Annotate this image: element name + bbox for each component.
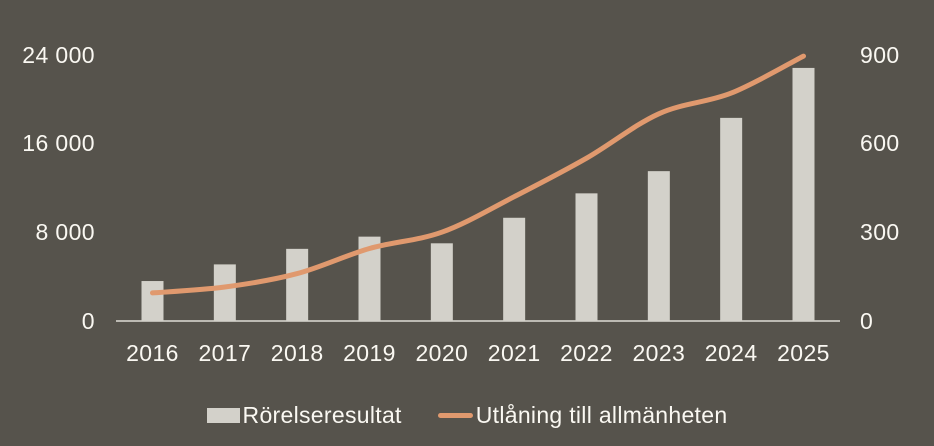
bar-2016 bbox=[141, 281, 164, 321]
x-axis-label-2025: 2025 bbox=[777, 340, 830, 366]
line-series-swatch-icon bbox=[437, 412, 473, 418]
x-axis-label-2020: 2020 bbox=[415, 340, 469, 366]
left-axis-tick-0: 0 bbox=[81, 308, 95, 334]
x-axis-label-2019: 2019 bbox=[343, 340, 396, 366]
right-axis-tick-0: 0 bbox=[860, 308, 874, 334]
legend: Rörelseresultat Utlåning till allmänhete… bbox=[0, 399, 934, 431]
bar-2017 bbox=[213, 264, 236, 321]
legend-label-rorelseresultat: Rörelseresultat bbox=[242, 401, 402, 428]
right-axis-tick-300: 300 bbox=[860, 219, 900, 246]
bar-2021 bbox=[503, 217, 526, 321]
bar-2024 bbox=[720, 117, 743, 322]
x-axis-label-2016: 2016 bbox=[126, 340, 179, 366]
bar-2025 bbox=[792, 67, 815, 321]
left-axis-tick-8000: 8 000 bbox=[35, 219, 95, 246]
x-axis-label-2023: 2023 bbox=[632, 340, 686, 366]
bar-2023 bbox=[647, 171, 670, 321]
bar-2022 bbox=[575, 193, 598, 321]
x-axis-label-2021: 2021 bbox=[487, 340, 541, 366]
bar-2020 bbox=[430, 243, 453, 321]
x-axis-label-2018: 2018 bbox=[270, 340, 324, 366]
legend-item-utlaning: Utlåning till allmänheten bbox=[437, 401, 728, 429]
legend-item-rorelseresultat: Rörelseresultat bbox=[206, 401, 402, 429]
line-utlaning bbox=[150, 53, 806, 296]
legend-label-utlaning: Utlåning till allmänheten bbox=[475, 401, 728, 428]
right-axis-tick-900: 900 bbox=[860, 41, 900, 68]
bar-2019 bbox=[358, 236, 381, 321]
x-axis-label-2017: 2017 bbox=[198, 340, 252, 366]
x-axis-label-2024: 2024 bbox=[704, 340, 758, 366]
left-axis-tick-16000: 16 000 bbox=[22, 130, 95, 157]
left-axis-tick-24000: 24 000 bbox=[22, 41, 95, 68]
x-axis-label-2022: 2022 bbox=[560, 340, 613, 366]
right-axis-tick-600: 600 bbox=[860, 130, 900, 157]
bar-2018 bbox=[286, 248, 309, 321]
bar-series-swatch-icon bbox=[206, 407, 240, 423]
